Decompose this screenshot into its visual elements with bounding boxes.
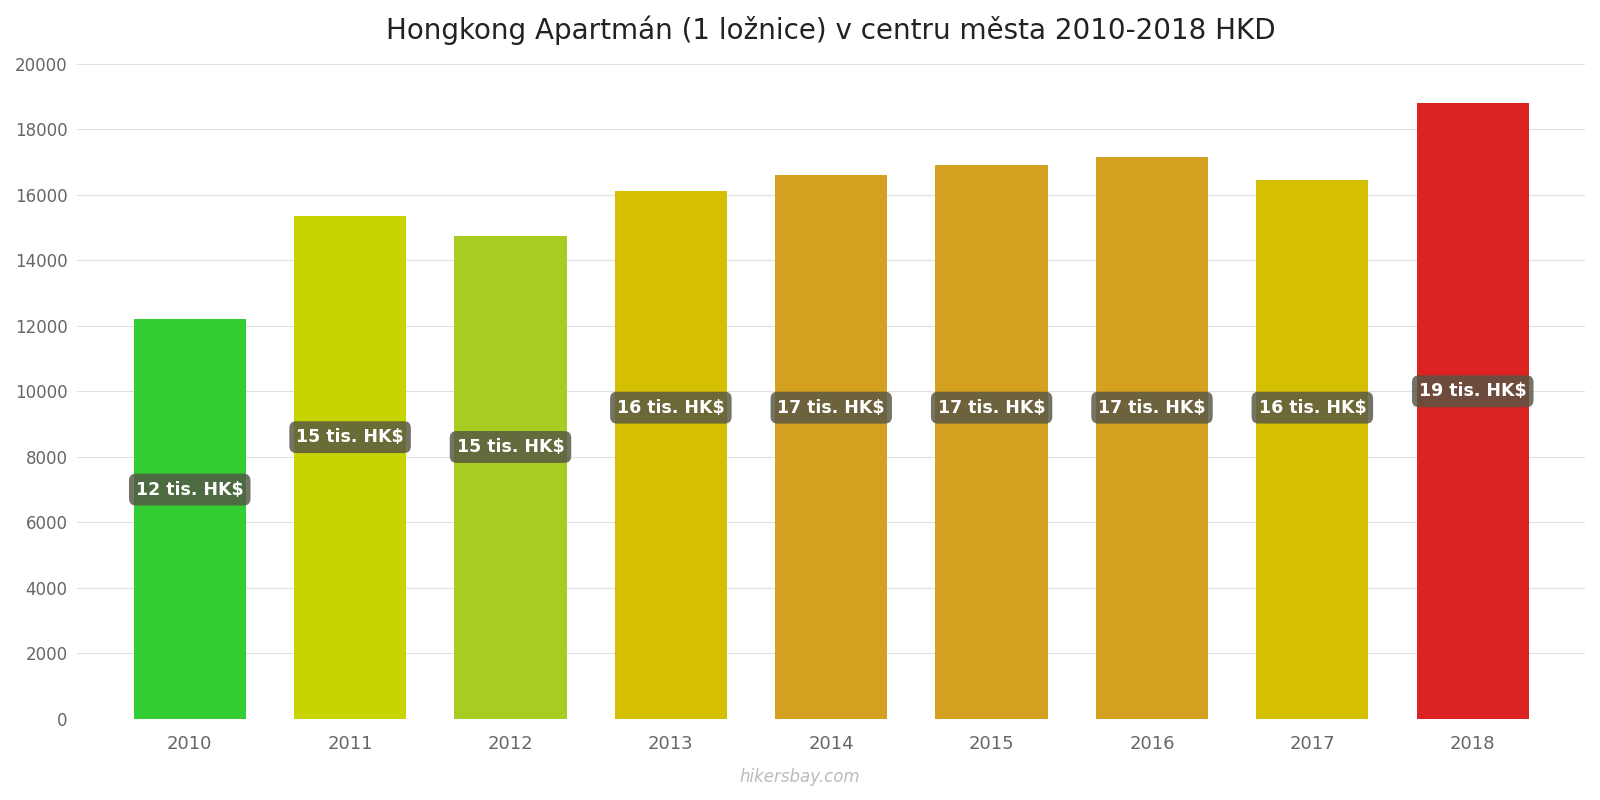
Text: 16 tis. HK$: 16 tis. HK$ (1259, 398, 1366, 417)
Text: 19 tis. HK$: 19 tis. HK$ (1419, 382, 1526, 400)
Title: Hongkong Apartmán (1 ložnice) v centru města 2010-2018 HKD: Hongkong Apartmán (1 ložnice) v centru m… (387, 15, 1277, 45)
Text: 17 tis. HK$: 17 tis. HK$ (778, 398, 885, 417)
Bar (454, 235, 566, 719)
Bar (936, 165, 1048, 719)
Bar (774, 175, 888, 719)
Bar (134, 319, 246, 719)
Text: 17 tis. HK$: 17 tis. HK$ (938, 398, 1045, 417)
Bar (294, 216, 406, 719)
Text: 16 tis. HK$: 16 tis. HK$ (618, 398, 725, 417)
Text: 17 tis. HK$: 17 tis. HK$ (1098, 398, 1206, 417)
Text: 12 tis. HK$: 12 tis. HK$ (136, 481, 243, 498)
Text: hikersbay.com: hikersbay.com (739, 768, 861, 786)
Text: 15 tis. HK$: 15 tis. HK$ (456, 438, 565, 456)
Bar (1256, 180, 1368, 719)
Bar (1096, 157, 1208, 719)
Bar (614, 191, 726, 719)
Bar (1416, 103, 1530, 719)
Text: 15 tis. HK$: 15 tis. HK$ (296, 428, 403, 446)
